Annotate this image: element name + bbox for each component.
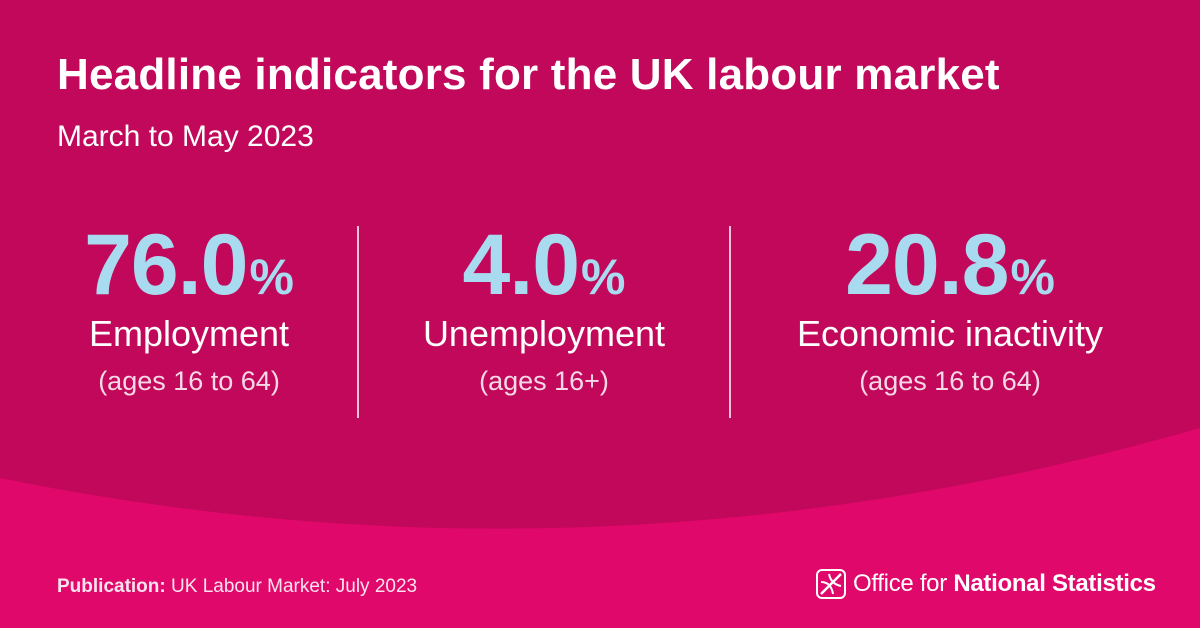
indicator-number: 4.0 <box>462 217 580 313</box>
indicator-unit: % <box>581 249 626 305</box>
publication-line: Publication: UK Labour Market: July 2023 <box>57 576 417 598</box>
indicator-label: Unemployment <box>422 313 666 354</box>
indicator-value: 76.0% <box>20 222 358 308</box>
indicator-qualifier: (ages 16+) <box>479 365 609 396</box>
indicator-label: Employment <box>88 313 290 354</box>
ons-logo-text-bold: National Statistics <box>953 570 1156 597</box>
publication-title: UK Labour Market: July 2023 <box>171 576 418 597</box>
indicator-number: 20.8 <box>845 217 1009 313</box>
indicator-qualifier: (ages 16 to 64) <box>98 365 280 396</box>
publication-label: Publication: <box>57 576 166 597</box>
ons-logo-icon <box>816 569 846 599</box>
ons-logo-text: Office for National Statistics <box>853 570 1156 598</box>
divider <box>357 226 359 418</box>
indicator-employment: 76.0% Employment (ages 16 to 64) <box>20 222 358 397</box>
indicator-economic-inactivity: 20.8% Economic inactivity (ages 16 to 64… <box>730 222 1170 397</box>
indicators-panel: 76.0% Employment (ages 16 to 64) 4.0% Un… <box>0 222 1200 422</box>
indicator-number: 76.0 <box>84 217 248 313</box>
ons-logo[interactable]: Office for National Statistics <box>815 568 1156 600</box>
indicator-label: Economic inactivity <box>796 313 1104 354</box>
divider <box>729 226 731 418</box>
ons-logo-text-plain: Office for <box>853 570 947 597</box>
indicator-value: 20.8% <box>730 222 1170 308</box>
indicator-unit: % <box>1010 249 1055 305</box>
indicator-qualifier: (ages 16 to 64) <box>859 365 1041 396</box>
indicator-value: 4.0% <box>358 222 730 308</box>
page-subtitle: March to May 2023 <box>57 120 314 153</box>
indicator-unit: % <box>249 249 294 305</box>
page-title: Headline indicators for the UK labour ma… <box>57 50 1000 99</box>
indicator-unemployment: 4.0% Unemployment (ages 16+) <box>358 222 730 397</box>
